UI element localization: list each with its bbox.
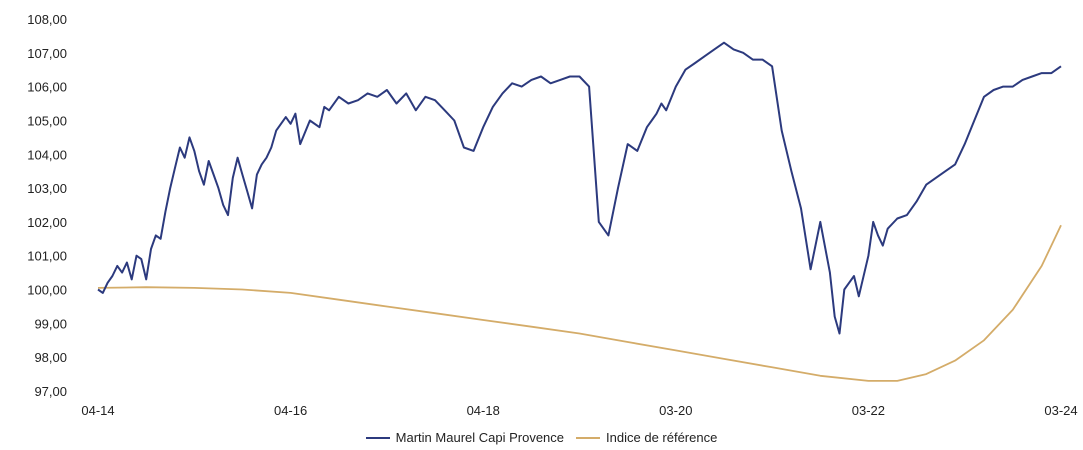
y-tick-label: 108,00	[27, 12, 67, 27]
y-tick-label: 99,00	[34, 316, 67, 331]
plot-area	[97, 41, 1062, 382]
y-tick-label: 107,00	[27, 46, 67, 61]
x-tick-label: 03-22	[852, 403, 885, 418]
line-chart: 97,00 98,00 99,00 100,00 101,00 102,00 103,00 1…	[27, 12, 1077, 418]
y-tick-label: 98,00	[34, 350, 67, 365]
legend-label-benchmark: Indice de référence	[606, 430, 718, 445]
legend-swatch-benchmark	[576, 436, 601, 439]
y-tick-label: 104,00	[27, 147, 67, 162]
y-tick-label: 106,00	[27, 80, 67, 95]
x-tick-label: 03-24	[1044, 403, 1077, 418]
y-tick-label: 101,00	[27, 249, 67, 264]
legend-item-benchmark: Indice de référence	[576, 430, 717, 445]
y-tick-label: 102,00	[27, 215, 67, 230]
x-tick-label: 04-16	[274, 403, 307, 418]
legend-label-fund: Martin Maurel Capi Provence	[395, 430, 565, 445]
y-tick-label: 100,00	[27, 283, 67, 298]
series-line-fund	[97, 41, 1062, 335]
x-tick-label: 03-20	[659, 403, 692, 418]
x-tick-label: 04-18	[467, 403, 500, 418]
series-line-benchmark	[97, 224, 1062, 382]
legend-swatch-fund	[365, 436, 390, 439]
y-tick-label: 97,00	[34, 384, 67, 399]
y-axis: 97,00 98,00 99,00 100,00 101,00 102,00 103,00 1…	[27, 12, 67, 399]
y-tick-label: 103,00	[27, 181, 67, 196]
x-tick-label: 04-14	[81, 403, 114, 418]
x-axis: 04-14 04-16 04-18 03-20 03-22 03-24	[81, 403, 1077, 418]
legend-item-fund: Martin Maurel Capi Provence	[365, 430, 565, 445]
legend: Martin Maurel Capi Provence Indice de ré…	[0, 430, 1083, 445]
y-tick-label: 105,00	[27, 113, 67, 128]
